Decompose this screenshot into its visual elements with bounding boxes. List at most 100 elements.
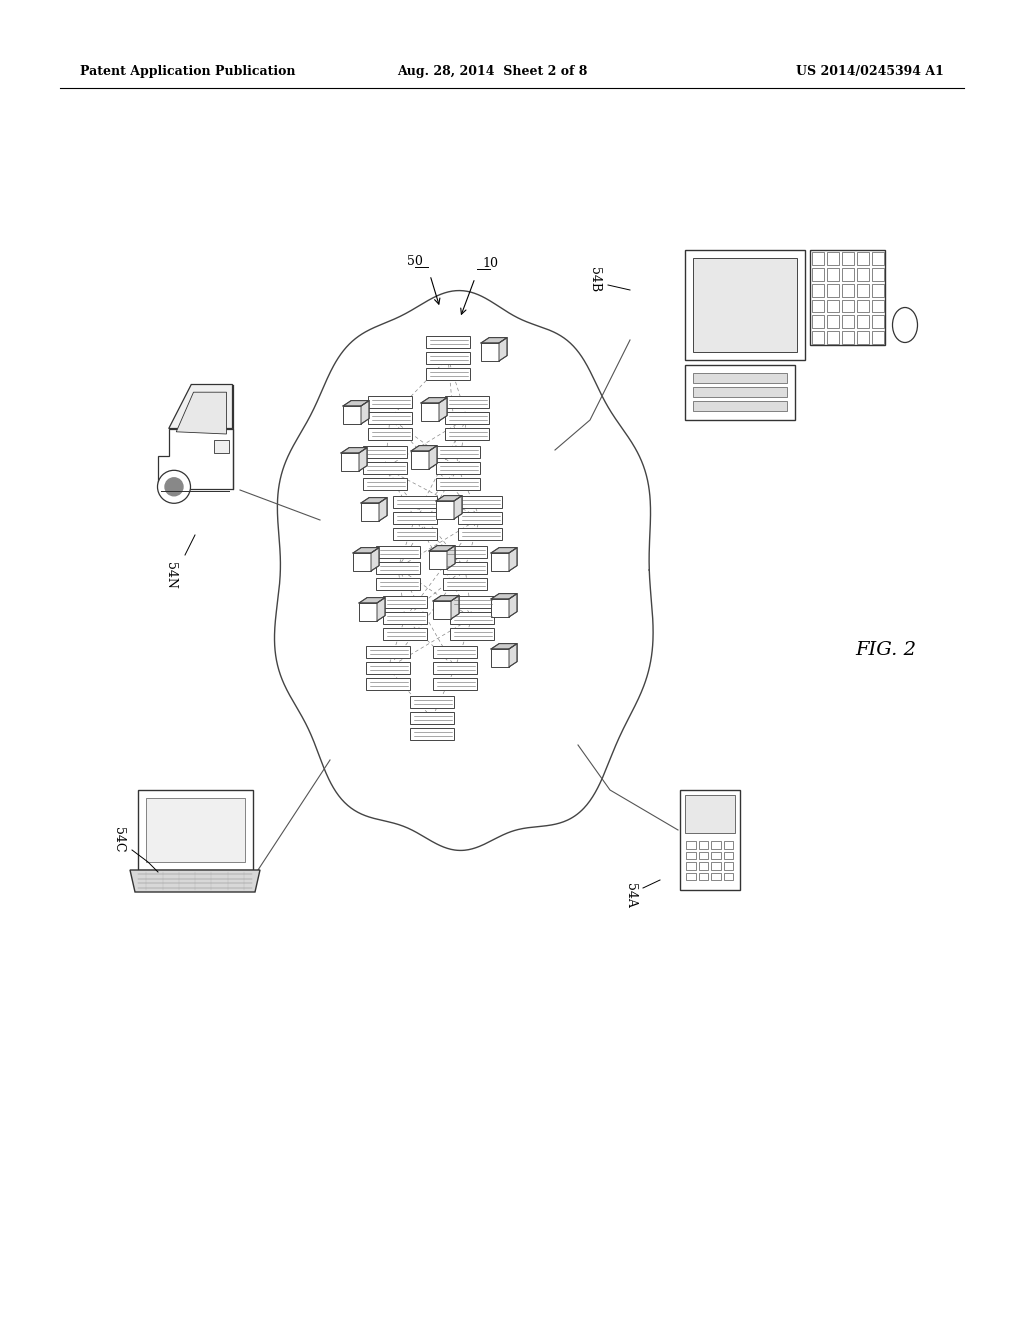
Bar [411,451,429,469]
Bar [842,252,854,265]
Polygon shape [361,498,387,503]
Text: Aug. 28, 2014  Sheet 2 of 8: Aug. 28, 2014 Sheet 2 of 8 [397,66,587,78]
Bar [445,412,489,424]
Polygon shape [454,495,462,519]
Bar [857,268,869,281]
Circle shape [165,478,183,496]
Polygon shape [429,545,455,550]
Bar [343,407,361,424]
Polygon shape [341,447,367,453]
Bar [443,562,487,574]
Polygon shape [421,397,447,403]
Bar [443,546,487,558]
Bar [857,284,869,297]
Bar [366,663,410,675]
Polygon shape [361,400,369,424]
Bar [685,366,795,420]
Bar [368,396,412,408]
Bar [685,795,735,833]
Polygon shape [490,594,517,599]
Bar [450,597,494,609]
Bar [383,612,427,624]
Bar [433,663,477,675]
Bar [812,315,824,329]
Bar [698,841,708,849]
Bar [383,597,427,609]
Bar [458,512,502,524]
Polygon shape [377,598,385,620]
Bar [812,284,824,297]
Polygon shape [411,446,437,451]
Bar [458,528,502,540]
Bar [410,696,454,708]
Bar [872,315,884,329]
Bar [362,446,407,458]
Bar [698,851,708,859]
Bar [857,331,869,345]
Bar [857,315,869,329]
Bar [812,252,824,265]
Bar [724,873,733,880]
Bar [362,462,407,474]
Bar [842,284,854,297]
Bar [366,678,410,690]
Bar [812,331,824,345]
Bar [361,503,379,521]
Bar [872,252,884,265]
Bar [410,711,454,723]
Bar [872,284,884,297]
Bar [450,612,494,624]
Bar [724,862,733,870]
Bar [812,300,824,313]
Bar [686,851,695,859]
Bar [810,249,885,345]
Bar [341,453,359,471]
Bar [368,412,412,424]
Bar [685,249,805,360]
Bar [490,553,509,572]
Bar [842,300,854,313]
Text: 50: 50 [408,255,423,268]
Bar [827,284,839,297]
Bar [686,862,695,870]
Polygon shape [343,400,369,407]
Polygon shape [130,870,260,892]
Polygon shape [451,595,459,619]
Bar [359,603,377,620]
Polygon shape [371,548,379,572]
Bar [393,496,437,508]
Bar [698,862,708,870]
Bar [450,628,494,640]
Bar [426,368,470,380]
Bar [711,873,721,880]
Bar [693,387,787,397]
Text: 10: 10 [482,257,498,271]
Bar [711,841,721,849]
Bar [693,257,797,352]
Polygon shape [158,429,232,488]
Bar [426,337,470,348]
Bar [827,252,839,265]
Bar [490,649,509,667]
Bar [433,601,451,619]
Bar [393,512,437,524]
Polygon shape [481,338,507,343]
Bar [445,396,489,408]
Bar [436,462,480,474]
Bar [436,478,480,490]
Bar [827,331,839,345]
Bar [812,268,824,281]
Polygon shape [176,392,226,434]
Bar [366,645,410,657]
Bar [137,789,253,870]
Bar [686,841,695,849]
Bar [410,729,454,741]
Bar [490,599,509,616]
Bar [872,300,884,313]
Bar [693,374,787,383]
Bar [433,678,477,690]
Text: 54N: 54N [164,561,176,589]
Bar [842,268,854,281]
Circle shape [158,470,190,503]
Text: FIG. 2: FIG. 2 [855,642,916,659]
